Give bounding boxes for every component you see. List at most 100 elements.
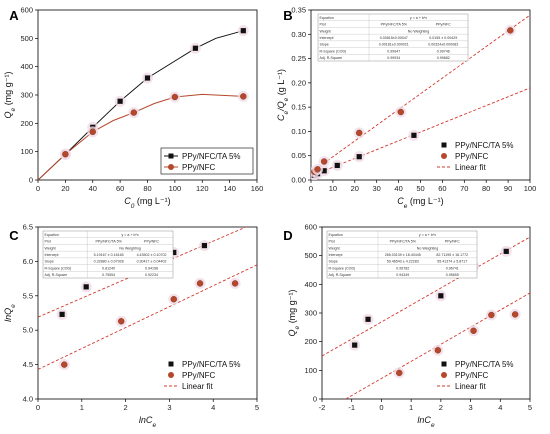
panel-b: 0 10 20 30 40 50 60 70 80 90 100 0.00 0.05 0.10 0.15 0.… <box>276 6 536 210</box>
data-point <box>62 151 69 158</box>
x-tick-label: 20 <box>351 184 359 193</box>
x-axis-title: C0 (mg L⁻¹) <box>124 196 170 210</box>
x-tick-label: 3 <box>468 403 472 412</box>
table-cell: Intercept <box>45 253 59 257</box>
y-tick-label: 200 <box>304 337 317 346</box>
y-axis-title: Ce/Qe (g L⁻¹) <box>276 69 290 121</box>
legend-marker <box>168 372 174 378</box>
data-point <box>356 154 362 160</box>
x-tick-label: 1 <box>409 403 413 412</box>
y-tick-label: 300 <box>20 91 33 100</box>
x-tick-label: 2 <box>439 403 443 412</box>
table-cell: y = a + b*x <box>410 16 427 20</box>
x-tick-label: 4 <box>211 403 215 412</box>
table-cell: R-Square (COD) <box>320 49 347 53</box>
y-tick-label: 0 <box>313 395 317 404</box>
y-tick-label: 0 <box>29 176 33 185</box>
table-cell: 0.92234 <box>145 273 158 277</box>
table-cell: 0.94158 <box>145 266 158 270</box>
x-tick-label: 70 <box>460 184 468 193</box>
x-tick-label: 0 <box>36 184 40 193</box>
y-tick-label: 4.0 <box>23 395 33 404</box>
data-point <box>117 98 123 104</box>
table-cell: 0.95782 <box>396 266 409 270</box>
y-tick-label: 0.15 <box>291 103 306 112</box>
y-tick-label: 500 <box>20 34 33 43</box>
legend-label: PPy/NFC <box>455 371 489 380</box>
x-tick-label: 20 <box>61 184 69 193</box>
legend-label: PPy/NFC <box>455 152 489 161</box>
fit-line <box>38 264 257 370</box>
table-cell: y = a + b*x <box>419 233 436 237</box>
table-cell: PPy/NFC/TA 5% <box>390 240 417 244</box>
panel-letter: B <box>283 8 292 23</box>
x-tick-label: 160 <box>251 184 264 193</box>
y-tick-label: 400 <box>304 280 317 289</box>
data-point <box>192 45 199 51</box>
legend-label: PPy/NFC <box>182 371 216 380</box>
table-cell: Equation <box>320 16 334 20</box>
y-tick-label: 100 <box>304 366 317 375</box>
y-tick-label: 0.35 <box>291 6 306 15</box>
x-tick-label: 100 <box>169 184 182 193</box>
x-tick-label: 40 <box>394 184 402 193</box>
data-point <box>503 248 509 254</box>
data-point <box>171 93 179 101</box>
table-cell: Intercept <box>320 36 334 40</box>
x-tick-label: 90 <box>504 184 512 193</box>
table-cell: Plot <box>329 240 335 244</box>
x-axis-title: Ce (mg L⁻¹) <box>397 196 443 210</box>
data-point <box>144 75 151 81</box>
data-point <box>434 347 442 354</box>
x-axis-title: lnCe <box>417 415 435 429</box>
y-tick-label: 0.05 <box>291 151 306 160</box>
fit-parameter-table: Equation y = a + b*x Plot PPy/NFC/TA 5% PPy/… <box>317 13 469 62</box>
table-cell: 0.81240 <box>102 266 115 270</box>
x-tick-label: 140 <box>223 184 236 193</box>
legend-label: PPy/NFC/TA 5% <box>455 360 514 369</box>
table-cell: PPy/NFC <box>436 23 451 27</box>
data-point <box>89 128 96 136</box>
fit-parameter-table: Equation y = a + b*x Plot PPy/NFC/TA 5% PPy/… <box>42 230 174 279</box>
x-axis-title: lnCe <box>139 415 157 429</box>
table-cell: 0.99746 <box>437 49 450 53</box>
panel-letter: D <box>283 228 292 243</box>
y-tick-label: 400 <box>20 62 33 71</box>
table-cell: No Weighting <box>408 29 430 33</box>
x-tick-label: 3 <box>167 403 171 412</box>
x-tick-label: 100 <box>524 184 537 193</box>
data-point <box>511 311 519 318</box>
legend-marker <box>441 372 447 378</box>
table-cell: Weight <box>320 29 331 33</box>
panel-letter: C <box>9 228 19 243</box>
legend-label: PPy/NFC/TA 5% <box>182 360 241 369</box>
data-point <box>61 361 68 368</box>
y-tick-label: 600 <box>304 223 317 232</box>
data-point <box>240 93 247 100</box>
table-cell: Weight <box>45 246 56 250</box>
table-cell: Adj. R-Square <box>329 273 352 277</box>
legend-marker <box>168 153 174 159</box>
x-tick-label: 120 <box>196 184 209 193</box>
y-tick-label: 6.0 <box>23 257 33 266</box>
x-tick-label: -1 <box>348 403 355 412</box>
y-tick-label: 600 <box>20 6 33 15</box>
panel-d: -2 -1 0 1 2 3 4 5 0 100 200 300 400 500 600 lnCe Qe (mg … <box>283 223 532 429</box>
table-cell: 0.96741 <box>446 266 459 270</box>
panel-a: 0 20 40 60 80 100 120 140 160 0 100 200 300 400 500 600… <box>3 6 263 210</box>
data-point <box>411 132 417 138</box>
table-cell: 0.00815±0.00047 <box>380 36 408 40</box>
x-tick-label: 0 <box>36 403 40 412</box>
plot-content <box>322 236 530 399</box>
legend-marker <box>168 164 174 170</box>
data-point <box>196 280 204 287</box>
legend-label: Linear fit <box>182 382 213 391</box>
plot-content <box>38 25 249 180</box>
data-point <box>355 129 363 137</box>
legend-label: Linear fit <box>455 163 486 172</box>
table-cell: 0.30417 ± 0.04402 <box>137 260 167 264</box>
legend-marker <box>441 153 447 159</box>
legend-label: PPy/NFC <box>182 163 216 172</box>
legend-marker <box>441 142 447 148</box>
data-point <box>488 311 495 319</box>
